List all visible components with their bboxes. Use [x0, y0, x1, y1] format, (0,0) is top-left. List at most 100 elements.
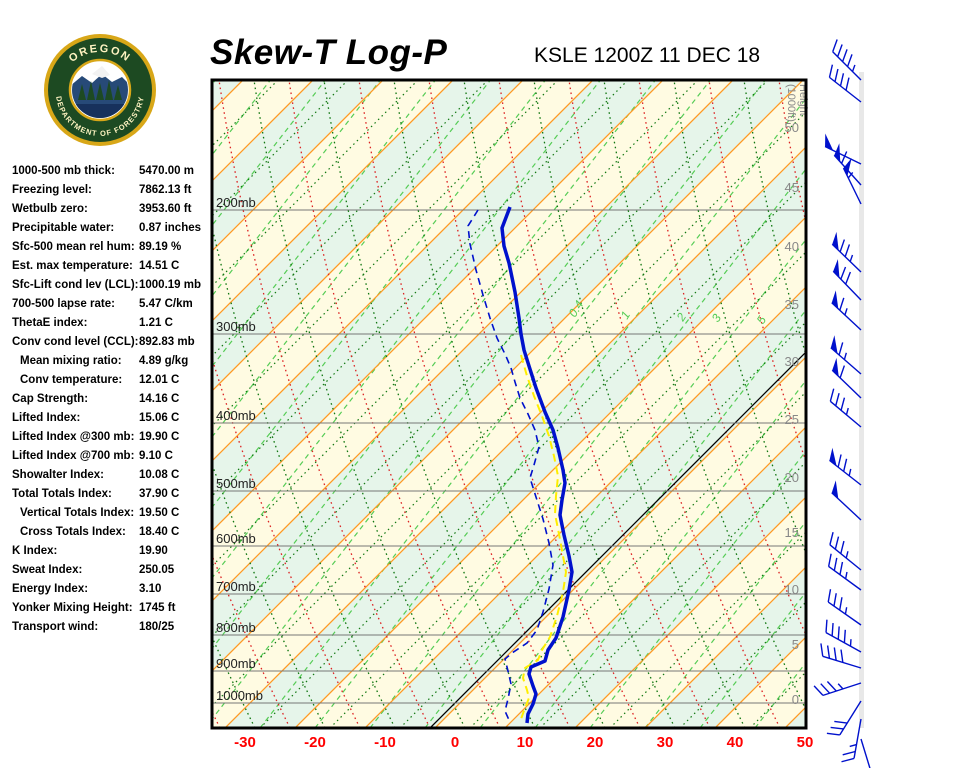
pressure-label: 800mb [216, 620, 256, 635]
stat-label: 1000-500 mb thick: [12, 165, 115, 177]
stat-label: Conv temperature: [20, 374, 123, 386]
stat-value: 15.06 C [139, 412, 180, 424]
temp-tick-label: 10 [517, 734, 534, 751]
stat-value: 180/25 [139, 621, 175, 633]
stat-row: 1000-500 mb thick: 5470.00 m [12, 165, 217, 184]
stat-value: 19.90 C [139, 431, 180, 443]
stat-value: 5.47 C/km [139, 298, 193, 310]
stat-value: 19.50 C [139, 507, 180, 519]
stat-row: ThetaE index: 1.21 C [12, 317, 217, 336]
stat-row: Precipitable water: 0.87 inches [12, 222, 217, 241]
temp-tick-label: -30 [234, 734, 256, 751]
stat-value: 3953.60 ft [139, 203, 192, 215]
stat-label: Sfc-Lift cond lev (LCL): [12, 279, 139, 291]
temp-tick-label: 0 [451, 734, 459, 751]
stat-label: Sweat Index: [12, 564, 83, 576]
stat-value: 5470.00 m [139, 165, 194, 177]
temperature-axis: -30 -20 -10 0 10 20 30 40 50 [234, 734, 813, 751]
height-tick-label: 5 [792, 637, 799, 652]
height-tick-label: 20 [785, 470, 799, 485]
stat-label: Yonker Mixing Height: [12, 602, 133, 614]
stat-row: Lifted Index @700 mb: 9.10 C [12, 450, 217, 469]
stat-value: 250.05 [139, 564, 175, 576]
stat-value: 892.83 mb [139, 336, 195, 348]
pressure-label: 500mb [216, 476, 256, 491]
wind-barb [842, 157, 862, 205]
stat-label: Total Totals Index: [12, 488, 112, 500]
wetbulb-curve [520, 354, 568, 720]
stat-row: Showalter Index: 10.08 C [12, 469, 217, 488]
stat-label: Lifted Index @700 mb: [12, 450, 135, 462]
isotherms-10c-orange [213, 81, 805, 727]
pressure-label: 1000mb [216, 688, 263, 703]
wind-barb [831, 357, 862, 399]
stat-label: 700-500 lapse rate: [12, 298, 115, 310]
wind-barb [813, 681, 862, 697]
stat-value: 7862.13 ft [139, 184, 192, 196]
stat-value: 0.87 inches [139, 222, 202, 234]
logo-scene [72, 66, 128, 118]
stat-label: Vertical Totals Index: [20, 507, 135, 519]
stat-row: Lifted Index: 15.06 C [12, 412, 217, 431]
stat-row: Vertical Totals Index: 19.50 C [12, 507, 217, 526]
height-tick-label: 10 [785, 582, 799, 597]
stat-label: Cap Strength: [12, 393, 89, 405]
stat-label: Lifted Index: [12, 412, 81, 424]
stat-value: 19.90 [139, 545, 168, 557]
height-tick-label: 15 [785, 525, 799, 540]
wind-barb-column [813, 39, 871, 768]
wind-barb [830, 335, 862, 375]
mixing-ratio-lines [213, 81, 805, 727]
height-tick-label: 30 [785, 354, 799, 369]
stat-label: Cross Totals Index: [20, 526, 126, 538]
height-tick-label: 45 [785, 180, 799, 195]
stat-row: K Index: 19.90 [12, 545, 217, 564]
wind-barb [832, 259, 862, 301]
height-tick-label: 40 [785, 239, 799, 254]
zero-isotherm-line [430, 352, 805, 727]
height-tick-label: 0 [792, 692, 799, 707]
stat-row: 700-500 lapse rate: 5.47 C/km [12, 298, 217, 317]
temp-tick-label: 20 [587, 734, 604, 751]
stat-row: Sfc-500 mean rel hum: 89.19 % [12, 241, 217, 260]
stat-value: 14.16 C [139, 393, 180, 405]
stat-value: 1745 ft [139, 602, 176, 614]
wind-barb [831, 231, 862, 273]
stat-label: Sfc-500 mean rel hum: [12, 241, 135, 253]
stat-label: Energy Index: [12, 583, 89, 595]
height-tick-label: 50 [785, 120, 799, 135]
stat-row: Total Totals Index: 37.90 C [12, 488, 217, 507]
stat-label: Freezing level: [12, 184, 92, 196]
wind-barb [832, 39, 862, 81]
pressure-label: 200mb [216, 195, 256, 210]
stat-label: Transport wind: [12, 621, 99, 633]
wind-barb [829, 447, 862, 486]
stat-value: 18.40 C [139, 526, 180, 538]
stat-value: 1.21 C [139, 317, 173, 329]
stat-row: Mean mixing ratio: 4.89 g/kg [12, 355, 217, 374]
wind-barb [841, 718, 862, 763]
stat-row: Cross Totals Index: 18.40 C [12, 526, 217, 545]
pressure-label: 700mb [216, 579, 256, 594]
sounding-indices-panel: 1000-500 mb thick: 5470.00 m Freezing leve… [12, 165, 217, 640]
wind-barb [820, 643, 862, 669]
stat-label: ThetaE index: [12, 317, 88, 329]
pressure-label: 300mb [216, 319, 256, 334]
stat-row: Sweat Index: 250.05 [12, 564, 217, 583]
stat-value: 10.08 C [139, 469, 180, 481]
height-axis-title: (1000ft) [785, 84, 797, 122]
wind-barb [828, 64, 862, 103]
wind-barb [825, 619, 862, 653]
dewpoint-curve [467, 209, 554, 721]
wind-barb [829, 388, 862, 428]
temp-tick-label: -10 [374, 734, 396, 751]
wind-barb [826, 700, 862, 736]
wind-barb [831, 290, 862, 331]
stat-value: 4.89 g/kg [139, 355, 189, 367]
sounding-curves [467, 206, 574, 724]
stat-label: Precipitable water: [12, 222, 115, 234]
pressure-label: 600mb [216, 531, 256, 546]
temperature-curve [500, 206, 574, 724]
pressure-levels: 200mb 300mb 400mb 500mb 600mb 700mb 800mb 900mb… [213, 195, 805, 704]
